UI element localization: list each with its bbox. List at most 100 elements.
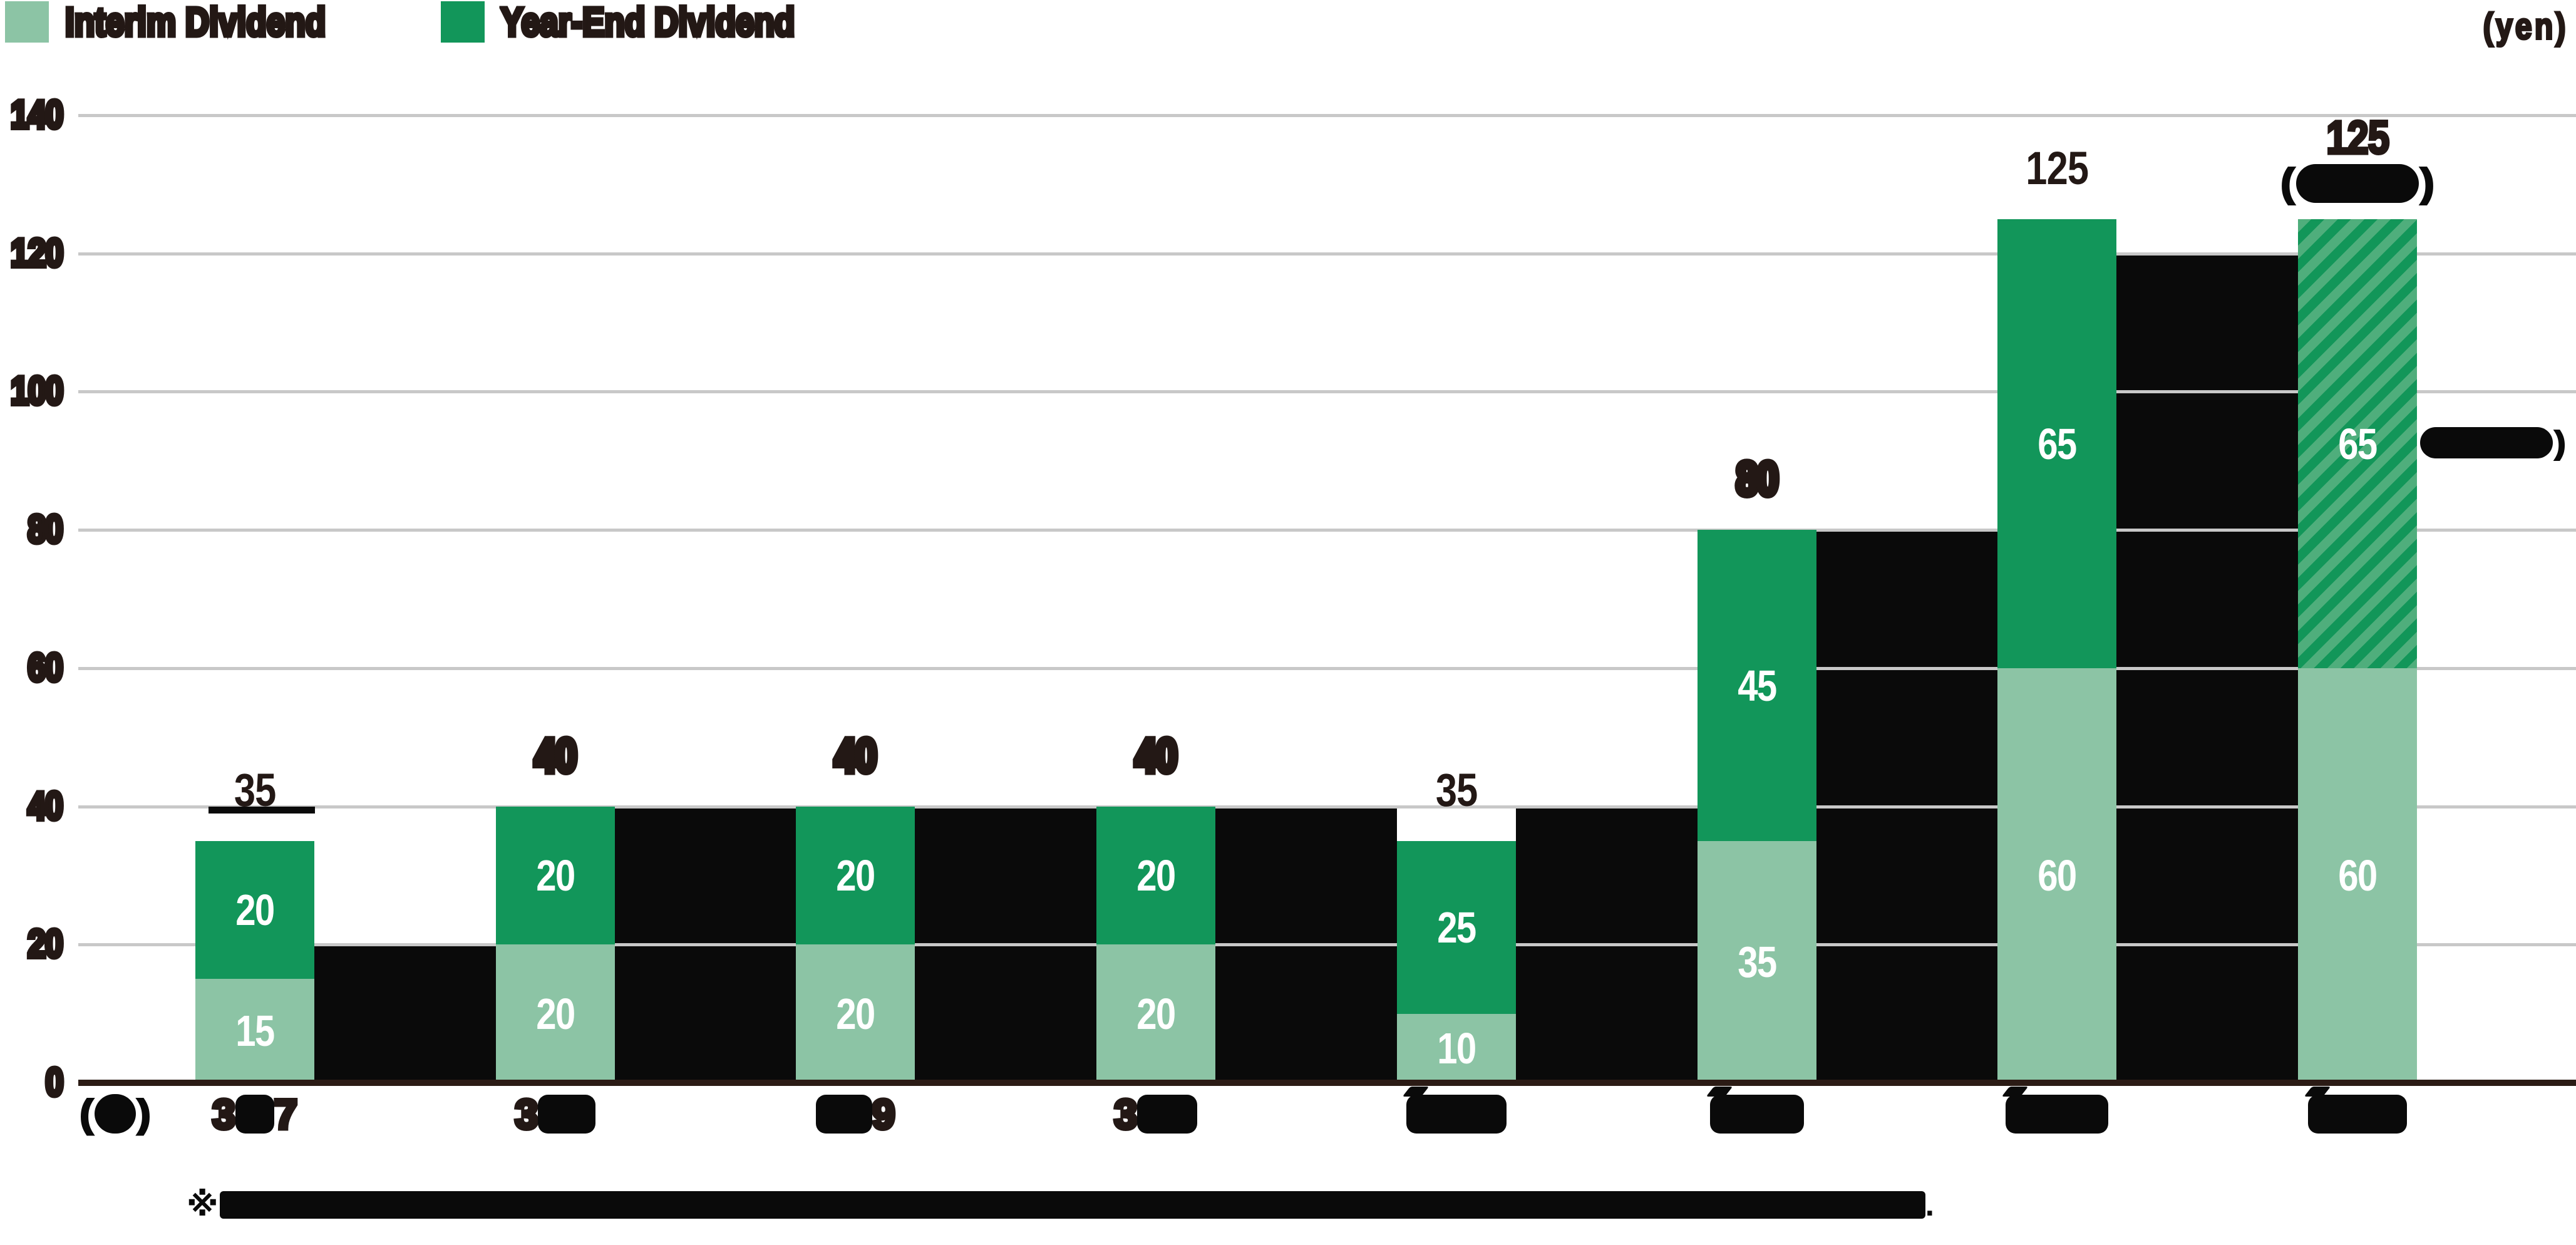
x-axis-label (1632, 1095, 1882, 1134)
right-edge-redacted-pill: ) (2420, 425, 2567, 460)
yearend-value-label: 20 (235, 886, 275, 934)
y-tick-label-text: 80 (26, 505, 65, 554)
x-label-redacted-blob (1137, 1095, 1198, 1134)
bar-yearend-segment: 20 (1096, 807, 1215, 944)
yearend-value-label: 20 (836, 851, 875, 900)
x-label-visible-fragment: 3 (210, 1091, 238, 1137)
x-axis-corner-redacted-label: () (79, 1092, 152, 1135)
bar-total-label-text: 125 (2026, 142, 2089, 194)
bar-interim-segment: 60 (2298, 668, 2417, 1083)
legend-label-text: Interim Dividend (63, 0, 327, 46)
x-label-redacted-blob (235, 1095, 274, 1134)
bar1-label-underline (209, 807, 315, 814)
corner-redacted-fill (94, 1094, 137, 1134)
interim-value-label: 15 (235, 1006, 275, 1055)
y-tick-label: 40 (0, 782, 65, 830)
x-label-redacted-blob (1406, 1095, 1507, 1134)
bar-interim-segment: 20 (796, 944, 915, 1083)
black-band (1516, 807, 1698, 1086)
x-label-visible-fragment: 7 (272, 1091, 300, 1137)
interim-value-label: 10 (1437, 1024, 1476, 1073)
bar-yearend-segment: 65 (1997, 219, 2116, 668)
bar-total-label-text: 35 (1435, 764, 1478, 816)
y-tick-label-text: 20 (26, 920, 65, 968)
bar-total-label: 35 (130, 766, 380, 815)
y-tick-label-text: 0 (43, 1058, 65, 1107)
x-axis-label (1331, 1095, 1582, 1134)
forecast-note-redacted-fill (2295, 164, 2419, 203)
x-label-redacted-blob (815, 1095, 872, 1134)
bar-interim-segment: 35 (1698, 841, 1816, 1083)
bar-interim-segment: 10 (1397, 1014, 1516, 1083)
black-band (615, 807, 796, 1086)
bar-interim-segment: 15 (195, 979, 314, 1083)
black-band (1215, 807, 1397, 1086)
x-label-visible-fragment: 3 (513, 1091, 540, 1137)
x-axis-line (78, 1080, 2576, 1086)
footnote-marker: ※ (187, 1187, 219, 1223)
y-tick-label-text: 40 (26, 782, 65, 830)
x-label-redacted-blob (538, 1095, 596, 1134)
bar-yearend-segment: 20 (195, 841, 314, 979)
y-tick-label-text: 120 (9, 229, 66, 277)
yearend-value-label: 65 (2038, 419, 2077, 468)
bar-yearend-segment: 20 (496, 807, 615, 944)
right-pill-redacted-fill (2420, 427, 2553, 458)
yearend-value-label: 65 (2338, 419, 2378, 468)
forecast-note-close-paren: ) (2419, 162, 2435, 205)
right-pill-close-paren: ) (2554, 425, 2567, 460)
bar-interim-segment: 20 (1096, 944, 1215, 1083)
x-axis-label: 3 (430, 1091, 681, 1137)
y-tick-label-text: 60 (26, 644, 65, 692)
forecast-note-redacted-pill: () (2280, 162, 2435, 205)
y-tick-label: 100 (0, 367, 66, 415)
interim-value-label: 20 (1136, 989, 1176, 1038)
bar-yearend-segment: 45 (1698, 530, 1816, 841)
x-axis-label (2232, 1095, 2483, 1134)
bar-yearend-segment: 25 (1397, 841, 1516, 1014)
y-tick-label: 120 (0, 229, 66, 277)
x-label-visible-fragment: 9 (870, 1091, 897, 1137)
bar-total-label: 35 (1331, 766, 1582, 815)
yearend-value-label: 20 (1136, 851, 1176, 900)
bar-total-label-text: 40 (832, 728, 880, 783)
bar-total-label: 125 (1932, 144, 2182, 193)
gridline (78, 114, 2576, 117)
footnote-suffix: . (1925, 1187, 1935, 1223)
gridline (78, 529, 2576, 532)
y-tick-label: 60 (0, 644, 65, 692)
yearend-value-label: 25 (1437, 903, 1476, 952)
legend-label: Interim Dividend (63, 0, 379, 46)
x-label-visible-fragment: 3 (1112, 1091, 1140, 1137)
legend-swatch-yearend (441, 1, 485, 43)
bar-total-label: 40 (1031, 728, 1281, 783)
x-label-redacted-blob (2308, 1095, 2407, 1134)
gridline (78, 943, 2576, 946)
corner-close-paren: ) (137, 1092, 152, 1135)
y-tick-label: 80 (0, 505, 65, 554)
footnote: ※ . (187, 1189, 1940, 1221)
y-tick-label-text: 140 (9, 91, 66, 139)
bar-total-label-text: 80 (1733, 451, 1781, 507)
unit-label: (yen) (2466, 5, 2568, 48)
legend-label-text: Year-End Dividend (499, 0, 796, 46)
bar-total-label-text: 125 (2325, 111, 2391, 163)
bar-interim-segment: 20 (496, 944, 615, 1083)
unit-label-text: (yen) (2483, 5, 2568, 48)
legend-swatch-interim (5, 1, 49, 43)
bar-yearend-segment-forecast-hatched: 65 (2298, 219, 2417, 668)
corner-open-paren: ( (79, 1092, 94, 1135)
x-axis-label: 9 (730, 1091, 981, 1137)
bar-interim-segment: 60 (1997, 668, 2116, 1083)
y-tick-label: 140 (0, 91, 66, 139)
gridline (78, 667, 2576, 670)
forecast-note-open-paren: ( (2280, 162, 2295, 205)
interim-value-label: 35 (1738, 938, 1777, 986)
y-tick-label-text: 100 (9, 367, 66, 415)
bar-total-label: 40 (430, 728, 681, 783)
gridline (78, 390, 2576, 393)
yearend-value-label: 20 (536, 851, 575, 900)
bar-total-label-text: 40 (1132, 728, 1180, 783)
